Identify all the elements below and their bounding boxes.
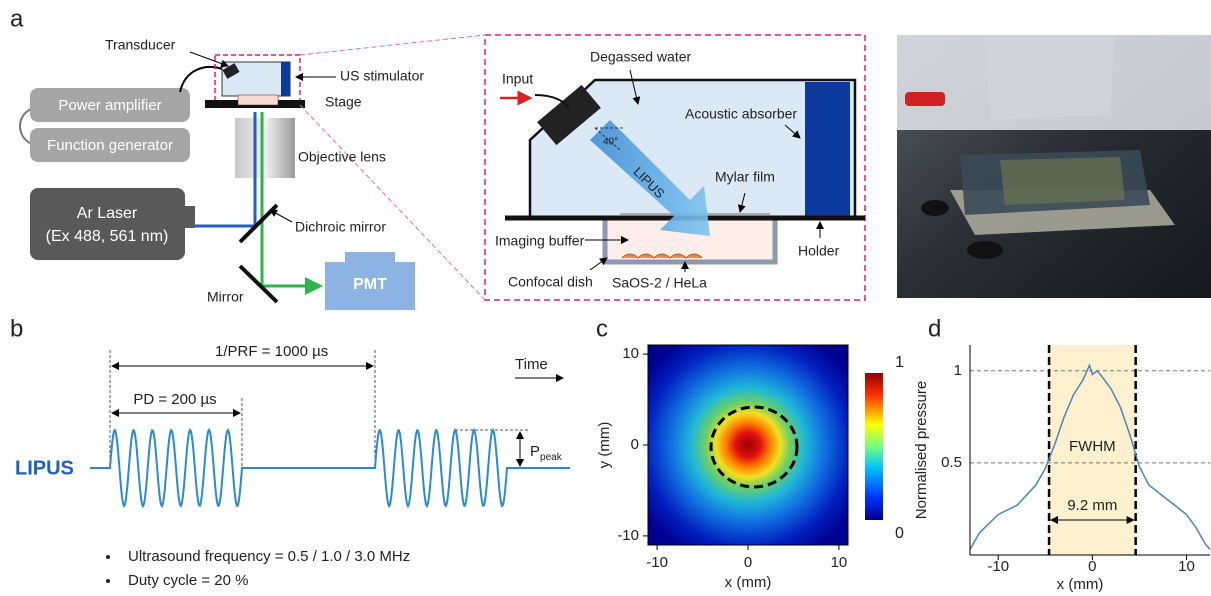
label: Degassed water	[590, 49, 692, 65]
bullet: Duty cycle = 20 %	[128, 572, 248, 589]
waveform-diagram	[90, 350, 570, 583]
x-tick-label: 0	[744, 554, 752, 571]
label: LIPUS	[15, 457, 74, 479]
x-axis-label: x (mm)	[1057, 576, 1104, 593]
label: Power amplifier	[58, 97, 161, 114]
label: Ar Laser	[77, 205, 138, 222]
label: PD = 200 µs	[133, 391, 216, 408]
panel-label: a	[10, 5, 24, 32]
label: Time	[515, 356, 548, 373]
band-label: FWHM	[1069, 438, 1116, 455]
panel-label: d	[928, 315, 941, 342]
label: PMT	[353, 276, 387, 293]
label: Holder	[798, 243, 840, 259]
panel-label: b	[10, 315, 23, 342]
label: 1/PRF = 1000 µs	[215, 343, 328, 360]
label: US stimulator	[340, 68, 424, 84]
label: P	[530, 443, 540, 460]
y-axis-label: y (mm)	[596, 422, 613, 469]
label: Input	[502, 71, 533, 87]
label: Imaging buffer	[495, 233, 585, 249]
x-axis-label: x (mm)	[725, 574, 772, 591]
y-tick-label: 0.5	[941, 454, 962, 471]
label: Objective lens	[298, 149, 386, 165]
x-tick-label: -10	[987, 558, 1009, 575]
width-label: 9.2 mm	[1067, 497, 1117, 514]
label: Dichroic mirror	[295, 219, 386, 235]
colorbar-tick-label: 1	[895, 354, 904, 371]
photo	[897, 35, 1211, 298]
y-axis-label: Normalised pressure	[913, 381, 930, 519]
label: Acoustic absorber	[685, 106, 797, 122]
label: 40°	[603, 137, 618, 148]
label: Confocal dish	[508, 274, 593, 290]
x-tick-label: -10	[646, 554, 668, 571]
label: Ppeak	[530, 443, 563, 463]
profile-line	[969, 363, 1211, 550]
setup-diagram	[19, 34, 486, 310]
y-tick-label: -10	[617, 527, 639, 544]
label: Transducer	[105, 37, 176, 53]
panel-label: c	[596, 315, 608, 342]
x-tick-label: 0	[1088, 558, 1096, 575]
x-tick-label: 10	[1178, 558, 1195, 575]
label: peak	[540, 452, 563, 463]
inset-diagram	[484, 34, 866, 301]
waveform	[90, 427, 570, 509]
label: SaOS-2 / HeLa	[612, 275, 707, 291]
x-tick-label: 10	[831, 554, 848, 571]
label: Stage	[325, 94, 362, 110]
bullet: Ultrasound frequency = 0.5 / 1.0 / 3.0 M…	[128, 548, 410, 565]
colorbar-tick-label: 0	[895, 525, 904, 542]
y-tick-label: 10	[622, 345, 639, 362]
label: Mirror	[207, 289, 244, 305]
y-tick-label: 1	[954, 362, 962, 379]
label: Function generator	[47, 137, 173, 154]
y-tick-label: 0	[631, 436, 639, 453]
label: (Ex 488, 561 nm)	[46, 228, 169, 245]
label: Mylar film	[715, 169, 775, 185]
heatmap-image	[648, 345, 883, 545]
